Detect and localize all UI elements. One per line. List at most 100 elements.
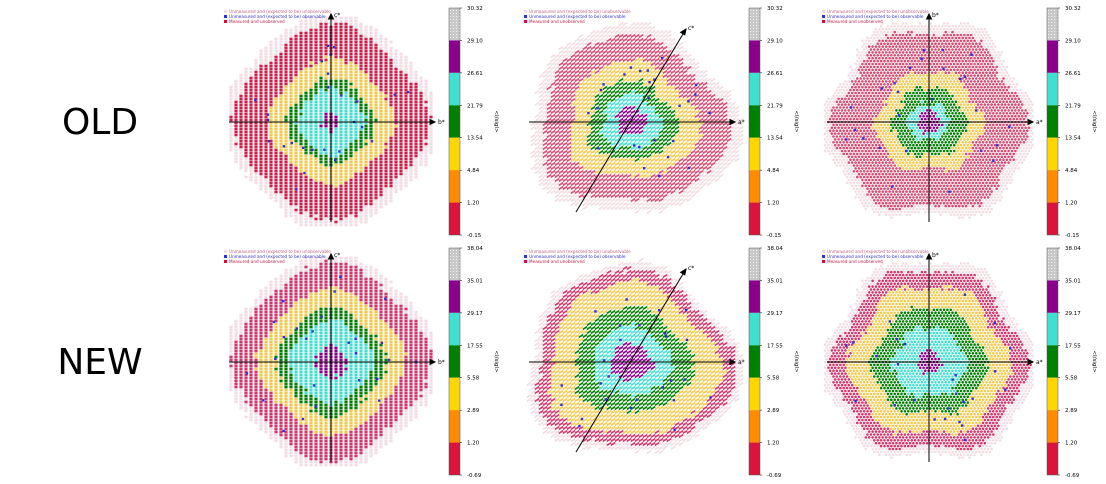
data-point	[319, 175, 323, 179]
colorbar-frame	[448, 7, 461, 236]
data-point	[726, 141, 732, 147]
data-point	[254, 127, 258, 131]
data-point	[254, 79, 258, 83]
data-point	[538, 109, 544, 115]
data-point	[570, 101, 576, 107]
data-point	[694, 153, 700, 159]
data-point	[901, 51, 905, 54]
data-point	[289, 169, 293, 173]
data-point	[562, 49, 568, 55]
data-point	[364, 55, 368, 59]
data-point	[626, 29, 632, 35]
data-point	[339, 142, 343, 146]
data-point	[369, 166, 373, 170]
data-point	[642, 77, 648, 83]
data-point	[626, 181, 632, 187]
data-point	[891, 27, 895, 31]
data-point	[881, 45, 885, 48]
data-point	[650, 69, 656, 75]
data-point	[662, 57, 668, 63]
data-point	[404, 151, 408, 155]
data-point	[658, 145, 664, 151]
data-point	[234, 142, 238, 146]
data-point	[634, 197, 640, 203]
data-point	[319, 46, 323, 50]
data-point	[399, 160, 403, 164]
data-point	[694, 89, 700, 95]
data-point	[969, 56, 973, 60]
data-point	[980, 39, 983, 43]
data-point	[690, 153, 696, 159]
data-point	[550, 73, 556, 79]
data-point	[590, 37, 596, 43]
data-point	[254, 73, 258, 77]
colorbar-texture	[456, 13, 457, 14]
data-point	[562, 89, 568, 95]
data-point	[354, 151, 358, 155]
data-point	[630, 97, 636, 103]
data-point	[734, 109, 740, 115]
data-point	[339, 97, 343, 101]
data-point	[614, 69, 620, 75]
data-point	[610, 117, 616, 123]
data-point	[299, 223, 303, 227]
data-point	[369, 160, 373, 164]
data-point	[566, 133, 572, 139]
data-point	[682, 109, 688, 115]
data-point	[566, 109, 572, 115]
data-point	[937, 65, 941, 69]
data-point	[562, 185, 568, 191]
data-point	[339, 190, 343, 194]
data-point	[626, 69, 632, 75]
data-point	[429, 103, 433, 107]
data-point	[319, 22, 323, 26]
data-point	[710, 169, 716, 175]
data-point	[314, 91, 318, 95]
data-point	[698, 181, 704, 187]
observable-point	[338, 150, 341, 153]
data-point	[614, 169, 620, 175]
observable-point	[653, 78, 656, 81]
data-point	[304, 190, 308, 194]
data-point	[726, 149, 732, 155]
data-point	[379, 163, 383, 167]
data-point	[319, 52, 323, 56]
data-point	[542, 121, 548, 127]
data-point	[264, 154, 268, 158]
data-point	[339, 181, 343, 185]
data-point	[654, 57, 660, 63]
data-point	[570, 121, 576, 127]
data-point	[554, 113, 560, 119]
data-point	[722, 125, 728, 131]
data-point	[414, 106, 418, 110]
data-point	[399, 94, 403, 98]
data-point	[530, 141, 536, 147]
data-point	[971, 30, 975, 34]
data-point	[394, 115, 398, 119]
data-point	[606, 125, 612, 131]
data-point	[289, 181, 293, 185]
data-point	[690, 85, 696, 91]
data-point	[876, 36, 879, 40]
data-point	[903, 59, 907, 63]
data-point	[590, 49, 596, 55]
data-point	[951, 48, 954, 51]
data-point	[908, 68, 912, 72]
data-point	[359, 49, 363, 53]
data-point	[264, 178, 268, 182]
data-point	[399, 64, 403, 68]
data-point	[349, 172, 353, 176]
data-point	[898, 62, 902, 66]
data-point	[654, 153, 660, 159]
data-point	[602, 69, 608, 75]
data-point	[309, 145, 313, 149]
data-point	[674, 125, 680, 131]
data-point	[722, 133, 728, 139]
data-point	[618, 201, 624, 207]
data-point	[586, 113, 592, 119]
data-point	[374, 187, 378, 191]
data-point	[666, 49, 672, 55]
data-point	[867, 68, 871, 72]
data-point	[379, 67, 383, 71]
data-point	[424, 130, 428, 134]
